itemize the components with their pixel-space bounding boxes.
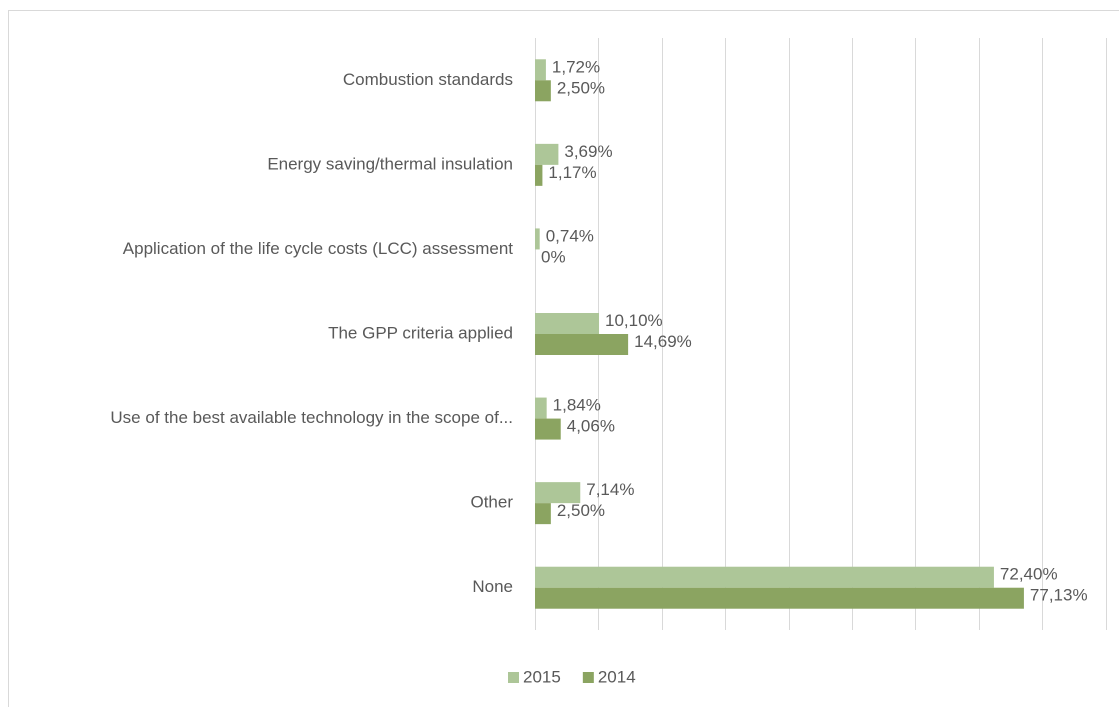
y-tick-label: The GPP criteria applied xyxy=(328,323,513,342)
bar xyxy=(535,80,551,102)
bar xyxy=(535,228,540,250)
chart-border xyxy=(8,10,1119,707)
value-label: 10,10% xyxy=(605,311,663,330)
value-label: 3,69% xyxy=(564,142,612,161)
y-tick-label: Use of the best available technology in … xyxy=(110,408,513,427)
bar xyxy=(535,587,1024,609)
value-label: 72,40% xyxy=(1000,565,1058,584)
value-label: 2,50% xyxy=(557,78,605,97)
value-label: 2,50% xyxy=(557,501,605,520)
legend-swatch xyxy=(582,672,594,683)
bar xyxy=(535,164,543,186)
bar xyxy=(535,397,547,419)
bar xyxy=(535,566,994,588)
value-label: 77,13% xyxy=(1030,586,1088,605)
bar xyxy=(535,334,629,355)
value-label: 4,06% xyxy=(567,417,615,436)
value-label: 7,14% xyxy=(586,480,634,499)
bar xyxy=(535,59,546,81)
value-label: 1,72% xyxy=(552,57,600,76)
y-tick-label: Combustion standards xyxy=(343,70,513,89)
value-label: 14,69% xyxy=(634,332,692,351)
bar xyxy=(535,313,600,334)
value-label: 1,84% xyxy=(553,396,601,415)
y-tick-label: Other xyxy=(470,493,513,512)
bar xyxy=(535,503,551,525)
y-tick-label: None xyxy=(472,577,513,596)
value-label: 0% xyxy=(541,247,566,266)
bar xyxy=(535,143,559,165)
y-tick-label: Application of the life cycle costs (LCC… xyxy=(123,239,513,258)
bar xyxy=(535,482,581,504)
legend-label: 2014 xyxy=(598,667,636,686)
legend-label: 2015 xyxy=(523,667,561,686)
value-label: 0,74% xyxy=(546,226,594,245)
bar xyxy=(535,418,561,440)
value-label: 1,17% xyxy=(548,163,596,182)
legend-swatch xyxy=(508,672,519,683)
y-tick-label: Energy saving/thermal insulation xyxy=(267,154,513,173)
